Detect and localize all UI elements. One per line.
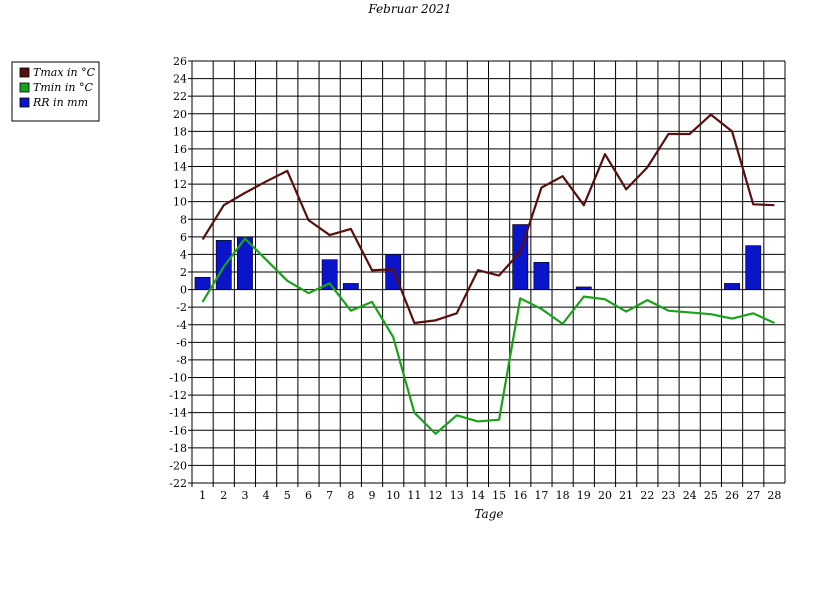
- lines: [201, 113, 775, 435]
- y-tick-label: -4: [176, 319, 187, 332]
- x-tick-label: 2: [220, 489, 227, 502]
- rr-bar: [575, 286, 592, 290]
- legend-swatch: [19, 67, 30, 78]
- legend: Tmax in °C Tmin in °C RR in mm: [11, 61, 100, 122]
- x-tick-label: 3: [241, 489, 248, 502]
- x-tick-label: 26: [725, 489, 739, 502]
- y-tick-label: -16: [169, 424, 187, 437]
- legend-label: RR in mm: [32, 96, 88, 109]
- x-tick-label: 17: [534, 489, 548, 502]
- tmax-line: [201, 113, 775, 325]
- rr-bar: [533, 262, 550, 290]
- y-tick-label: -6: [176, 336, 187, 349]
- legend-label: Tmax in °C: [33, 66, 96, 79]
- rr-bar: [194, 276, 211, 290]
- x-tick-label: 24: [683, 489, 697, 502]
- y-tick-label: 8: [180, 213, 187, 226]
- y-tick-label: 16: [173, 143, 187, 156]
- y-tick-label: 2: [180, 266, 187, 279]
- y-tick-label: -14: [169, 407, 187, 420]
- legend-label: Tmin in °C: [33, 81, 93, 94]
- y-tick-label: 18: [173, 125, 187, 138]
- y-tick-label: -8: [176, 354, 187, 367]
- x-tick-label: 19: [577, 489, 591, 502]
- x-tick-label: 11: [407, 489, 421, 502]
- y-tick-labels: -22-20-18-16-14-12-10-8-6-4-202468101214…: [169, 55, 187, 490]
- legend-swatch: [19, 82, 30, 93]
- x-tick-label: 6: [305, 489, 312, 502]
- rr-bar: [342, 283, 359, 290]
- y-tick-label: -18: [169, 442, 187, 455]
- y-tick-label: -12: [169, 389, 187, 402]
- x-tick-label: 20: [598, 489, 612, 502]
- chart-title: Februar 2021: [367, 2, 451, 16]
- rr-bar: [237, 236, 253, 290]
- x-tick-label: 9: [369, 489, 376, 502]
- x-tick-label: 27: [746, 489, 760, 502]
- x-tick-label: 5: [284, 489, 291, 502]
- y-tick-label: 14: [173, 161, 187, 174]
- x-tick-label: 16: [513, 489, 527, 502]
- y-tick-label: 26: [173, 55, 187, 68]
- y-tick-label: 6: [180, 231, 187, 244]
- y-tick-label: -2: [176, 301, 187, 314]
- rr-bar: [724, 283, 740, 290]
- x-tick-label: 10: [386, 489, 400, 502]
- x-tick-labels: 1 2 3 4 5 6 7 8 9 10 11 12 13 14 15 16 17 18 19 20 21 22 23 24 2…: [199, 489, 781, 502]
- x-tick-label: 14: [471, 489, 485, 502]
- grid: [188, 60, 786, 487]
- y-tick-label: -20: [169, 459, 187, 472]
- x-tick-label: 18: [556, 489, 570, 502]
- y-tick-label: 22: [173, 90, 187, 103]
- x-tick-label: 23: [662, 489, 676, 502]
- y-tick-label: 4: [180, 248, 187, 261]
- y-tick-label: -10: [169, 372, 187, 385]
- y-tick-label: 20: [173, 108, 187, 121]
- tmin-line: [201, 237, 775, 435]
- bars: [194, 224, 762, 290]
- y-tick-label: 24: [173, 73, 187, 86]
- rr-bar: [745, 245, 762, 290]
- rr-bar: [321, 259, 338, 290]
- x-tick-label: 4: [263, 489, 270, 502]
- y-tick-label: 12: [173, 178, 187, 191]
- x-tick-label: 7: [326, 489, 333, 502]
- x-axis-label: Tage: [474, 507, 503, 521]
- x-tick-label: 25: [704, 489, 718, 502]
- x-tick-label: 12: [429, 489, 443, 502]
- x-tick-label: 28: [767, 489, 781, 502]
- legend-swatch: [19, 97, 30, 108]
- x-tick-label: 1: [199, 489, 206, 502]
- x-tick-label: 15: [492, 489, 506, 502]
- x-tick-label: 13: [450, 489, 464, 502]
- x-tick-label: 8: [347, 489, 354, 502]
- x-tick-label: 22: [640, 489, 654, 502]
- y-tick-label: -22: [169, 477, 187, 490]
- y-tick-label: 0: [180, 284, 187, 297]
- x-tick-label: 21: [619, 489, 633, 502]
- y-tick-label: 10: [173, 196, 187, 209]
